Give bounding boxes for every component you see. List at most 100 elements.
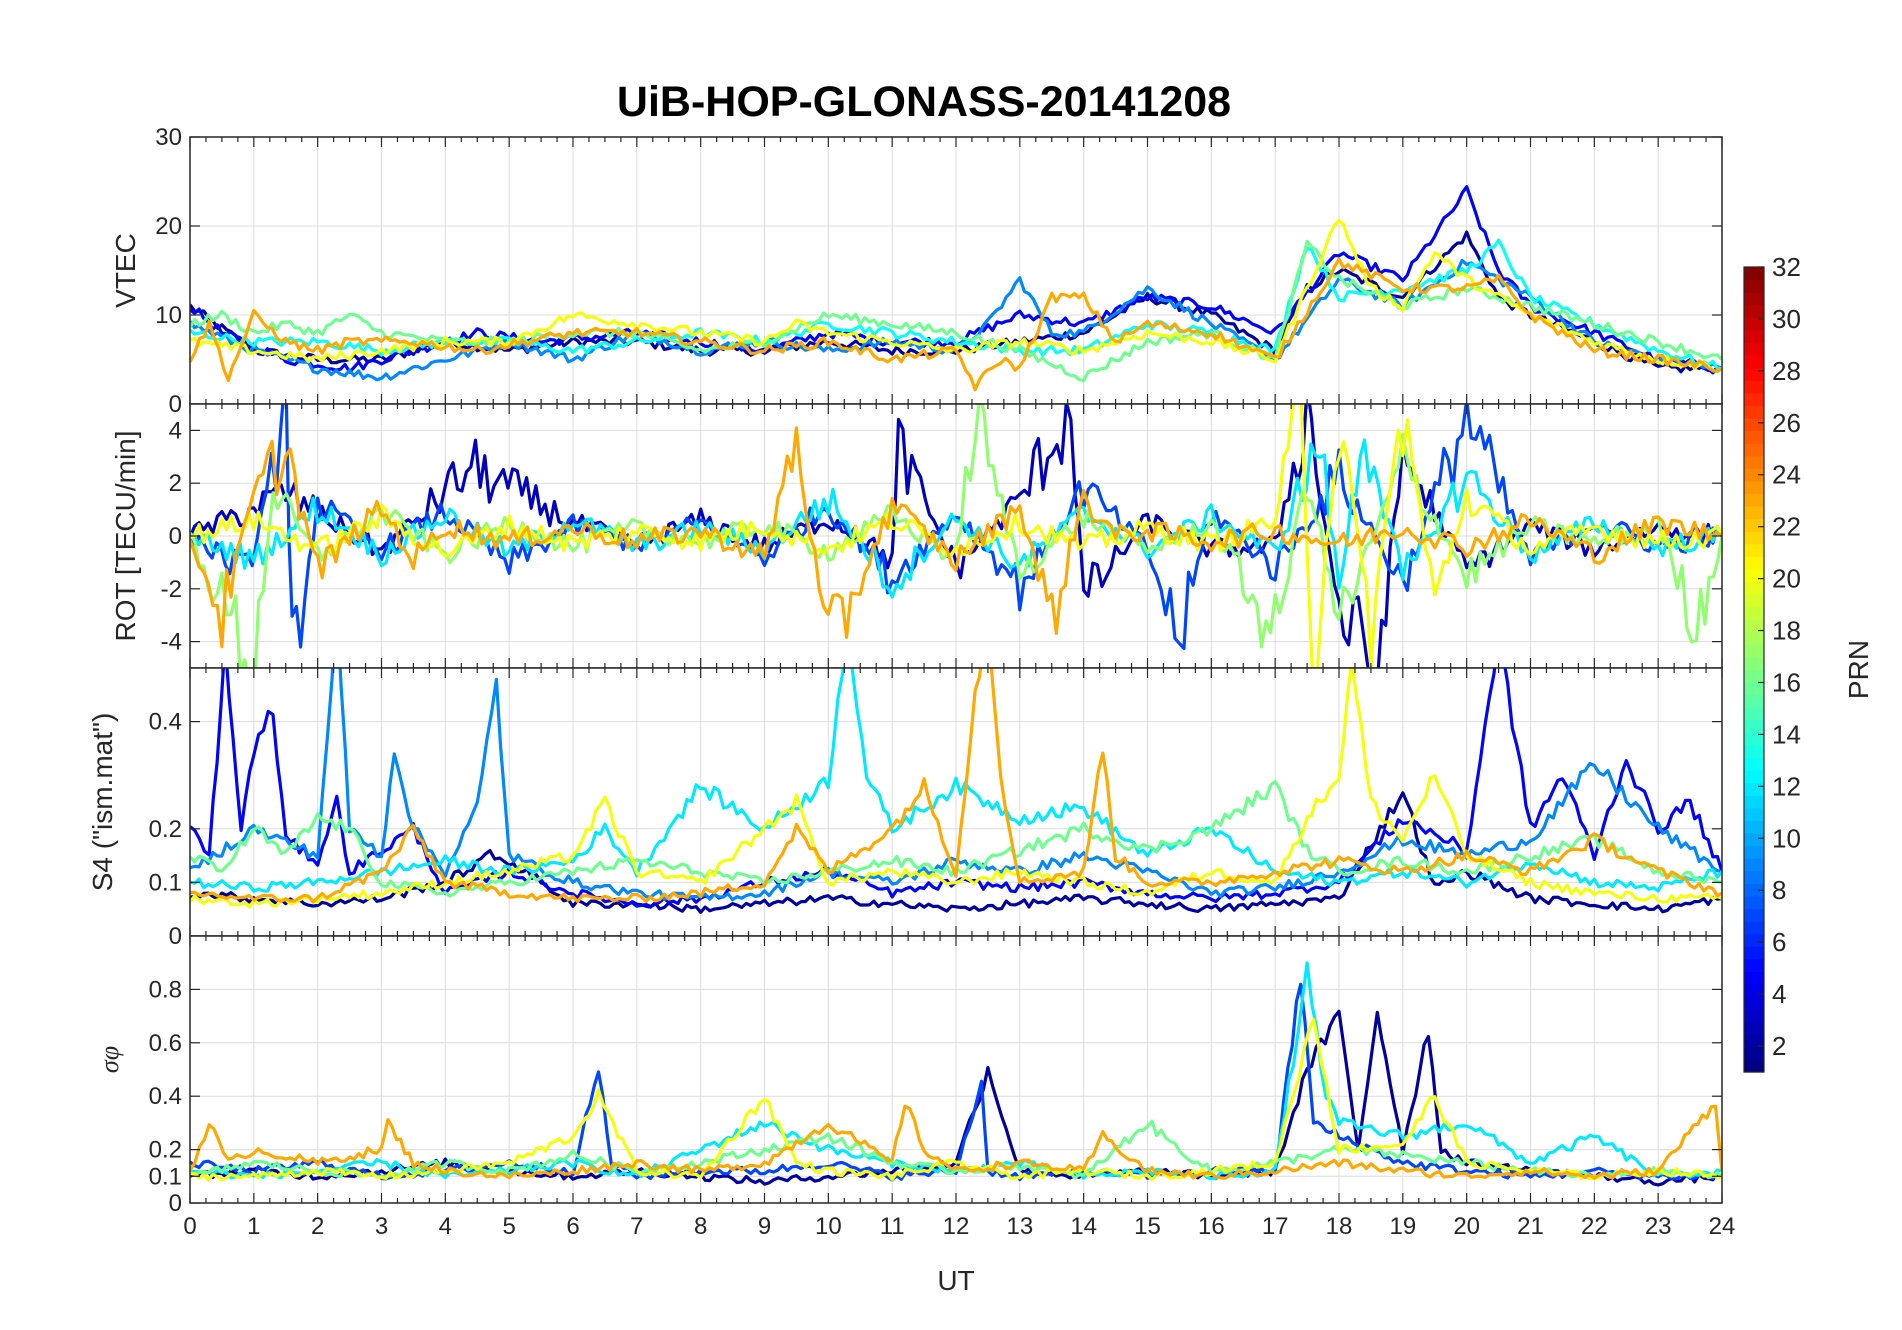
colorbar-tick-label: 4 xyxy=(1772,979,1786,1009)
colorbar-segment xyxy=(1744,807,1764,822)
colorbar-segment xyxy=(1744,518,1764,532)
y-tick-label: 2 xyxy=(169,470,182,497)
x-tick-label: 15 xyxy=(1134,1213,1161,1240)
y-tick-label: 0.6 xyxy=(149,1030,182,1057)
colorbar-segment xyxy=(1744,656,1764,671)
colorbar-segment xyxy=(1744,958,1764,972)
colorbar-segment xyxy=(1744,581,1764,595)
y-tick-label: 0.4 xyxy=(149,1083,182,1110)
y-axis-label: σφ xyxy=(95,1046,124,1073)
colorbar-segment xyxy=(1744,782,1764,796)
colorbar-tick-label: 26 xyxy=(1772,408,1801,438)
colorbar-segment xyxy=(1744,770,1764,784)
x-tick-label: 12 xyxy=(943,1213,970,1240)
colorbar-tick-label: 12 xyxy=(1772,771,1801,801)
colorbar-segment xyxy=(1744,594,1764,608)
colorbar-segment xyxy=(1744,380,1764,394)
colorbar-tick-label: 22 xyxy=(1772,512,1801,542)
x-tick-label: 7 xyxy=(630,1213,643,1240)
y-axis-label: ROT [TECU/min] xyxy=(110,430,141,641)
colorbar-segment xyxy=(1744,845,1764,859)
colorbar-segment xyxy=(1744,1034,1764,1048)
colorbar-segment xyxy=(1744,480,1764,495)
colorbar-segment xyxy=(1744,355,1764,369)
x-tick-label: 20 xyxy=(1453,1213,1480,1240)
colorbar-segment xyxy=(1744,933,1764,947)
x-tick-label: 13 xyxy=(1006,1213,1033,1240)
y-tick-label: 0 xyxy=(169,1190,182,1217)
colorbar-segment xyxy=(1744,279,1764,293)
colorbar-segment xyxy=(1744,1021,1764,1035)
y-tick-label: 0.2 xyxy=(149,1137,182,1164)
chart-title: UiB-HOP-GLONASS-20141208 xyxy=(617,78,1231,126)
colorbar-segment xyxy=(1744,1009,1764,1023)
colorbar-segment xyxy=(1744,556,1764,570)
colorbar-segment xyxy=(1744,493,1764,507)
x-tick-label: 22 xyxy=(1581,1213,1608,1240)
x-tick-label: 14 xyxy=(1070,1213,1097,1240)
y-tick-label: 20 xyxy=(155,213,182,240)
colorbar-segment xyxy=(1744,267,1764,281)
colorbar-segment xyxy=(1744,543,1764,557)
colorbar-segment xyxy=(1744,367,1764,381)
y-tick-label: 0 xyxy=(169,923,182,950)
colorbar-tick-label: 14 xyxy=(1772,719,1801,749)
colorbar-segment xyxy=(1744,631,1764,645)
y-tick-label: 4 xyxy=(169,417,182,444)
y-tick-label: 0.1 xyxy=(149,869,182,896)
colorbar-tick-label: 8 xyxy=(1772,875,1786,905)
series-group xyxy=(190,668,1722,914)
series-group xyxy=(190,961,1722,1187)
colorbar-segment xyxy=(1744,833,1764,847)
x-tick-label: 2 xyxy=(311,1213,324,1240)
colorbar-tick-label: 30 xyxy=(1772,304,1801,334)
colorbar-segment xyxy=(1744,430,1764,444)
colorbar-segment xyxy=(1744,719,1764,733)
colorbar-segment xyxy=(1744,820,1764,834)
x-tick-label: 3 xyxy=(375,1213,388,1240)
panel-1: 0 10 20 30 VTEC xyxy=(110,124,1723,418)
y-tick-label: -2 xyxy=(161,576,182,603)
colorbar-segment xyxy=(1744,468,1764,482)
colorbar-segment xyxy=(1744,568,1764,583)
series-prn-23 xyxy=(190,1104,1722,1180)
colorbar-segment xyxy=(1744,996,1764,1010)
colorbar-segment xyxy=(1744,895,1764,910)
x-tick-label: 6 xyxy=(566,1213,579,1240)
colorbar-segment xyxy=(1744,795,1764,809)
colorbar-segment xyxy=(1744,707,1764,721)
x-tick-label: 16 xyxy=(1198,1213,1225,1240)
colorbar-segment xyxy=(1744,443,1764,457)
x-tick-label: 17 xyxy=(1262,1213,1289,1240)
colorbar-segment xyxy=(1744,694,1764,708)
y-tick-label: 0 xyxy=(169,391,182,418)
colorbar-segment xyxy=(1744,858,1764,872)
colorbar-segment xyxy=(1744,883,1764,897)
colorbar-segment xyxy=(1744,1046,1764,1061)
colorbar-segment xyxy=(1744,531,1764,545)
x-tick-label: 8 xyxy=(694,1213,707,1240)
colorbar-segment xyxy=(1744,908,1764,922)
colorbar-segment xyxy=(1744,644,1764,658)
colorbar-segment xyxy=(1744,1059,1764,1073)
colorbar-tick-label: 32 xyxy=(1772,252,1801,282)
colorbar-tick-label: 18 xyxy=(1772,616,1801,646)
colorbar-segment xyxy=(1744,317,1764,331)
colorbar-segment xyxy=(1744,392,1764,406)
colorbar-segment xyxy=(1744,757,1764,771)
y-tick-label: 0.1 xyxy=(149,1163,182,1190)
panel-3: 0 0.1 0.2 0.4 S4 ("ism.mat") xyxy=(87,667,1723,950)
colorbar-segment xyxy=(1744,921,1764,935)
y-tick-label: 10 xyxy=(155,302,182,329)
colorbar-tick-label: 10 xyxy=(1772,823,1801,853)
y-axis-label: S4 ("ism.mat") xyxy=(87,713,118,892)
series-prn-13 xyxy=(190,238,1722,371)
colorbar-segment xyxy=(1744,455,1764,469)
series-prn-12 xyxy=(190,438,1722,599)
colorbar-segment xyxy=(1744,292,1764,306)
colorbar-segment xyxy=(1744,619,1764,633)
y-tick-label: 0 xyxy=(169,523,182,550)
x-tick-label: 0 xyxy=(183,1213,196,1240)
